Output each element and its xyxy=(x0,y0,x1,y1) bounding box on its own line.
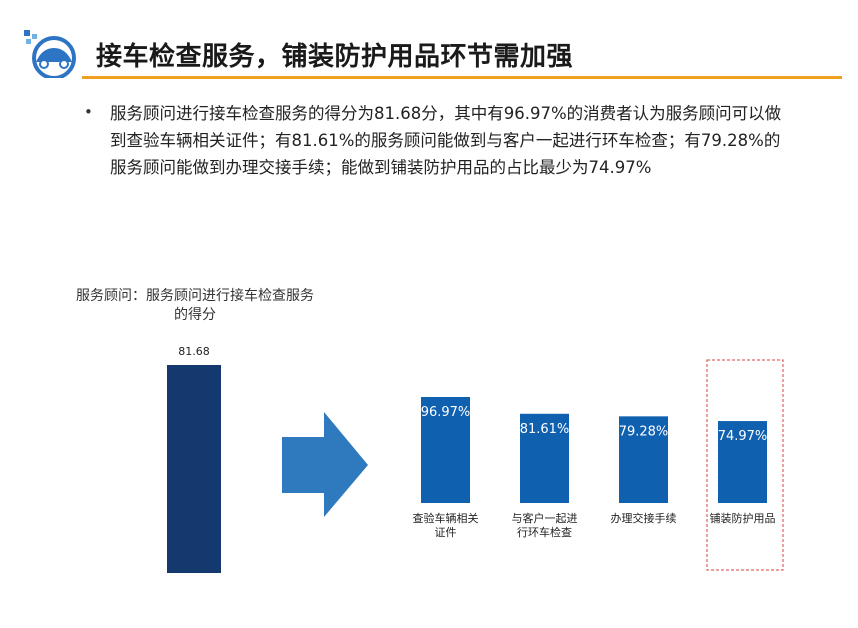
item-data-label: 81.61% xyxy=(520,422,570,437)
right-arrow-icon xyxy=(282,412,368,517)
item-bar xyxy=(520,413,569,503)
item-data-label: 79.28% xyxy=(619,424,669,439)
item-data-label: 74.97% xyxy=(718,429,768,444)
item-bar xyxy=(421,397,470,503)
title-underline xyxy=(82,76,842,79)
item-category-label: 办理交接手续 xyxy=(611,511,677,525)
highlight-box xyxy=(706,359,784,571)
summary-text: 服务顾问进行接车检查服务的得分为81.68分，其中有96.97%的消费者认为服务… xyxy=(110,104,782,177)
bullet-marker: • xyxy=(84,103,93,121)
item-bar xyxy=(718,421,767,503)
score-data-label: 81.68 xyxy=(178,345,210,358)
item-category-label: 与客户一起进行环车检查 xyxy=(512,511,578,539)
item-category-label: 铺装防护用品 xyxy=(710,511,776,525)
item-category-label: 查验车辆相关证件 xyxy=(413,511,479,539)
score-bar xyxy=(167,365,221,573)
page-title: 接车检查服务，铺装防护用品环节需加强 xyxy=(96,42,574,72)
brand-logo-icon xyxy=(24,30,76,78)
item-bar xyxy=(619,416,668,503)
item-data-label: 96.97% xyxy=(421,405,471,420)
score-chart-title: 服务顾问：服务顾问进行接车检查服务的得分 xyxy=(76,288,314,323)
